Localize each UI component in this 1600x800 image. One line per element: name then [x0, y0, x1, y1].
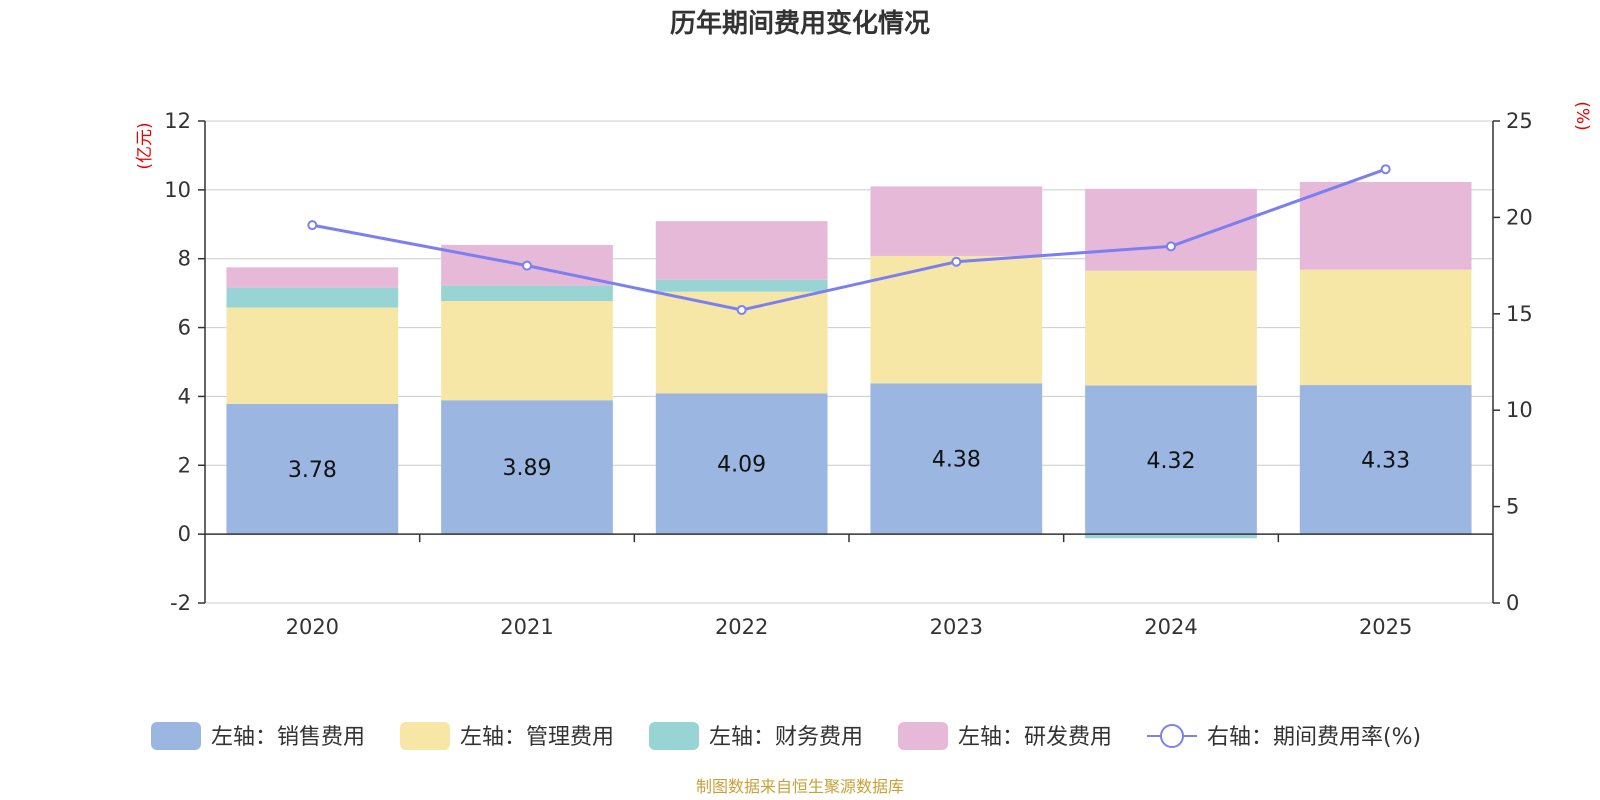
bar-series — [226, 181, 1472, 539]
bar-2023-series-1 — [870, 383, 1043, 535]
bar-2024-series-2 — [1085, 270, 1257, 386]
right-axis-label-25: 25 — [1506, 109, 1533, 133]
legend-label-3: 左轴：财务费用 — [709, 725, 863, 750]
bar-2025-series-4 — [1299, 181, 1472, 270]
right-axis-label-10: 10 — [1506, 398, 1533, 422]
bar-2020-series-1 — [226, 404, 399, 535]
left-axis-unit: (亿元) — [135, 122, 155, 169]
bar-2024-series-1 — [1085, 385, 1257, 535]
rate-point-2024 — [1166, 241, 1176, 252]
right-axis-label-15: 15 — [1506, 302, 1533, 326]
bar-2021-series-3 — [441, 285, 613, 302]
rate-point-2025 — [1380, 164, 1391, 175]
rate-point-2020 — [307, 220, 318, 231]
bar-2025-series-2 — [1299, 269, 1472, 386]
bar-2024-series-3 — [1085, 534, 1257, 539]
left-axis-label--2: -2 — [170, 591, 191, 615]
x-axis-label-2024: 2024 — [1144, 615, 1197, 639]
legend-line-marker — [1160, 724, 1184, 748]
bar-2020-series-3 — [226, 287, 399, 308]
rate-line-series — [307, 164, 1391, 315]
bar-2023-series-4 — [870, 186, 1043, 256]
right-axis-unit: (%) — [1572, 101, 1592, 130]
bar-2020-series-4 — [226, 267, 399, 288]
chart-title: 历年期间费用变化情况 — [670, 8, 930, 39]
legend-label-5: 右轴：期间费用率(%) — [1207, 725, 1421, 750]
right-axis-label-20: 20 — [1506, 205, 1533, 229]
legend-label-4: 左轴：研发费用 — [958, 725, 1112, 750]
legend-swatch-2 — [400, 722, 450, 750]
left-axis-label-0: 0 — [178, 522, 191, 546]
right-axis-label-5: 5 — [1506, 495, 1519, 519]
left-axis-label-4: 4 — [178, 384, 191, 408]
legend-swatch-3 — [649, 722, 699, 750]
legend-label-1: 左轴：销售费用 — [211, 725, 365, 750]
x-axis-label-2020: 2020 — [286, 615, 339, 639]
bar-2021-series-1 — [441, 400, 613, 535]
left-axis-label-2: 2 — [178, 453, 191, 477]
data-labels: 3.78 3.89 4.09 4.38 4.32 4.33 — [288, 448, 1410, 483]
data-label-2021: 3.89 — [503, 456, 552, 481]
bar-2025-series-1 — [1299, 385, 1472, 535]
data-label-2024: 4.32 — [1147, 449, 1196, 474]
source-note: 制图数据来自恒生聚源数据库 — [696, 777, 904, 796]
rate-point-2023 — [951, 256, 962, 267]
legend-label-2: 左轴：管理费用 — [460, 725, 614, 750]
data-label-2023: 4.38 — [932, 448, 981, 473]
left-axis-label-8: 8 — [178, 247, 191, 271]
left-axis-label-10: 10 — [164, 178, 191, 202]
legend: 左轴：销售费用 左轴：管理费用 左轴：财务费用 左轴：研发费用 右轴：期间费用率(%) — [151, 722, 1421, 750]
legend-swatch-1 — [151, 722, 201, 750]
left-axis-label-12: 12 — [164, 109, 191, 133]
x-axis-label-2021: 2021 — [500, 615, 553, 639]
bar-2021-series-2 — [441, 301, 613, 401]
right-axis-label-0: 0 — [1506, 591, 1519, 615]
legend-swatch-4 — [898, 722, 948, 750]
data-label-2020: 3.78 — [288, 458, 337, 483]
bar-2022-series-1 — [655, 393, 828, 535]
data-label-2025: 4.33 — [1361, 449, 1410, 474]
bar-2020-series-2 — [226, 307, 399, 405]
rate-point-2021 — [522, 260, 532, 271]
left-axis-label-6: 6 — [178, 316, 191, 340]
bar-2022-series-4 — [655, 221, 828, 280]
rate-point-2022 — [736, 304, 747, 315]
bar-2022-series-3 — [655, 279, 828, 292]
data-label-2022: 4.09 — [717, 453, 766, 478]
x-axis-label-2022: 2022 — [715, 615, 768, 639]
x-axis-label-2023: 2023 — [930, 615, 983, 639]
rate-line — [312, 167, 1387, 312]
bar-2023-series-2 — [870, 255, 1043, 384]
x-axis-label-2025: 2025 — [1359, 615, 1412, 639]
bar-2024-series-4 — [1085, 188, 1257, 271]
